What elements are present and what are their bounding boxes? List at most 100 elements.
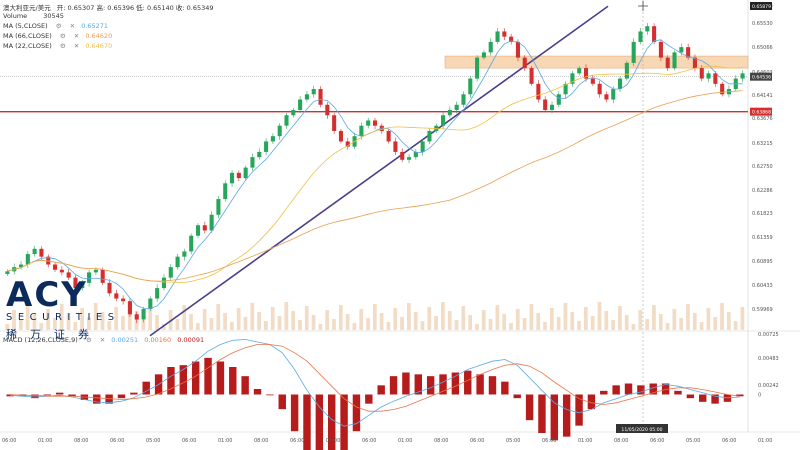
- volume-bar: [298, 320, 302, 330]
- candle-body: [114, 293, 119, 299]
- volume-bar: [359, 309, 364, 330]
- candle-body: [53, 264, 58, 270]
- settings-icon[interactable]: ⚙: [85, 336, 92, 344]
- macd-histogram-bar: [290, 394, 299, 432]
- candle-body: [359, 125, 364, 137]
- price-axis-label: 0.59969: [752, 307, 773, 313]
- macd-histogram-bar: [686, 394, 695, 399]
- ma22-legend[interactable]: MA (22,CLOSE) ⚙ ✕ 0.64670: [3, 42, 112, 50]
- candle-body: [155, 288, 160, 299]
- volume-bar: [223, 313, 227, 330]
- price-axis-label: 0.65066: [752, 45, 773, 51]
- price-axis-label: 0.65530: [752, 21, 773, 27]
- candle-body: [121, 298, 126, 302]
- ma66-legend[interactable]: MA (66,CLOSE) ⚙ ✕ 0.64620: [3, 32, 112, 40]
- volume-bar: [18, 319, 23, 330]
- volume-legend: Volume 30545: [3, 12, 64, 20]
- volume-bar: [73, 322, 78, 330]
- macd-histogram-bar: [476, 374, 484, 395]
- macd-value-3: 0.00091: [177, 336, 205, 344]
- volume-bar: [59, 304, 64, 330]
- candle-body: [577, 68, 582, 74]
- candle-body: [624, 62, 629, 79]
- ma5-legend[interactable]: MA (5,CLOSE) ⚙ ✕ 0.65271: [3, 22, 108, 30]
- macd-legend[interactable]: MACD (12,26,CLOSE,9) ⚙ ✕ 0.00251 0.00160…: [3, 336, 204, 344]
- price-axis-label: 0.64141: [752, 93, 773, 99]
- volume-bar: [366, 318, 370, 330]
- close-icon[interactable]: ✕: [69, 22, 76, 30]
- macd-histogram-bar: [451, 372, 460, 395]
- volume-bar: [447, 311, 452, 330]
- candle-body: [73, 277, 78, 289]
- macd-histogram-bar: [624, 383, 633, 395]
- candle-body: [216, 199, 221, 215]
- candle-body: [679, 47, 684, 53]
- volume-bar: [495, 305, 500, 330]
- volume-bar: [481, 310, 486, 330]
- macd-histogram-bar: [513, 394, 521, 399]
- macd-histogram-bar: [68, 394, 76, 397]
- volume-bar: [325, 310, 330, 330]
- volume-bar: [638, 310, 643, 330]
- volume-bar: [733, 321, 738, 330]
- candle-body: [665, 57, 670, 69]
- logo-sub: SECURITIES: [6, 312, 120, 323]
- macd-histogram-bar: [699, 394, 707, 402]
- candle-body: [672, 52, 677, 69]
- volume-bar: [468, 315, 473, 330]
- macd-histogram-bar: [365, 394, 373, 404]
- candle-body: [631, 41, 636, 63]
- candle-body: [264, 141, 269, 152]
- volume-bar: [441, 302, 445, 330]
- volume-bar: [12, 310, 16, 330]
- time-axis-label: 06:00: [2, 438, 16, 444]
- volume-bar: [236, 308, 241, 330]
- volume-bar: [652, 305, 656, 330]
- volume-bar: [420, 321, 425, 330]
- candle-body: [611, 89, 616, 100]
- time-axis-label: 01:00: [398, 438, 412, 444]
- close-icon[interactable]: ✕: [73, 42, 80, 50]
- time-axis-label: 05:00: [326, 438, 340, 444]
- candle-body: [195, 225, 201, 236]
- macd-histogram-bar: [464, 370, 472, 395]
- candle-body: [257, 151, 262, 158]
- candle-body: [406, 157, 412, 160]
- candle-body: [706, 73, 711, 79]
- volume-bar: [87, 317, 91, 330]
- candle-body: [372, 120, 378, 126]
- volume-bar: [665, 323, 670, 330]
- settings-icon[interactable]: ⚙: [59, 42, 66, 50]
- volume-bar: [379, 313, 384, 330]
- volume-bar: [80, 308, 84, 330]
- time-axis-label: 06:00: [182, 438, 196, 444]
- candle-body: [175, 256, 180, 268]
- candle-body: [127, 301, 132, 315]
- candle-body: [441, 115, 446, 126]
- ma22-value: 0.64670: [85, 42, 113, 50]
- time-axis-label: 06:00: [110, 438, 124, 444]
- ma22-label: MA (22,CLOSE): [3, 42, 52, 50]
- macd-histogram-bar: [340, 394, 348, 450]
- volume-bar: [631, 324, 636, 330]
- volume-bar: [277, 316, 282, 330]
- candle-body: [332, 115, 337, 131]
- candle-body: [386, 130, 391, 142]
- price-axis-label: 0.62286: [752, 188, 773, 194]
- volume-bar: [720, 303, 724, 330]
- close-icon[interactable]: ✕: [99, 336, 106, 344]
- candle-body: [25, 254, 30, 265]
- time-axis-label: 06:00: [362, 438, 376, 444]
- logo-main: ACY: [6, 275, 88, 315]
- close-icon[interactable]: ✕: [73, 32, 80, 40]
- macd-histogram-bar: [179, 365, 188, 395]
- macd-histogram-bar: [303, 394, 311, 450]
- macd-histogram-bar: [6, 394, 14, 397]
- volume-bar: [406, 303, 411, 330]
- candle-body: [461, 94, 466, 105]
- volume-bar: [284, 302, 289, 330]
- volume-bar: [304, 306, 309, 330]
- settings-icon[interactable]: ⚙: [55, 22, 62, 30]
- settings-icon[interactable]: ⚙: [59, 32, 66, 40]
